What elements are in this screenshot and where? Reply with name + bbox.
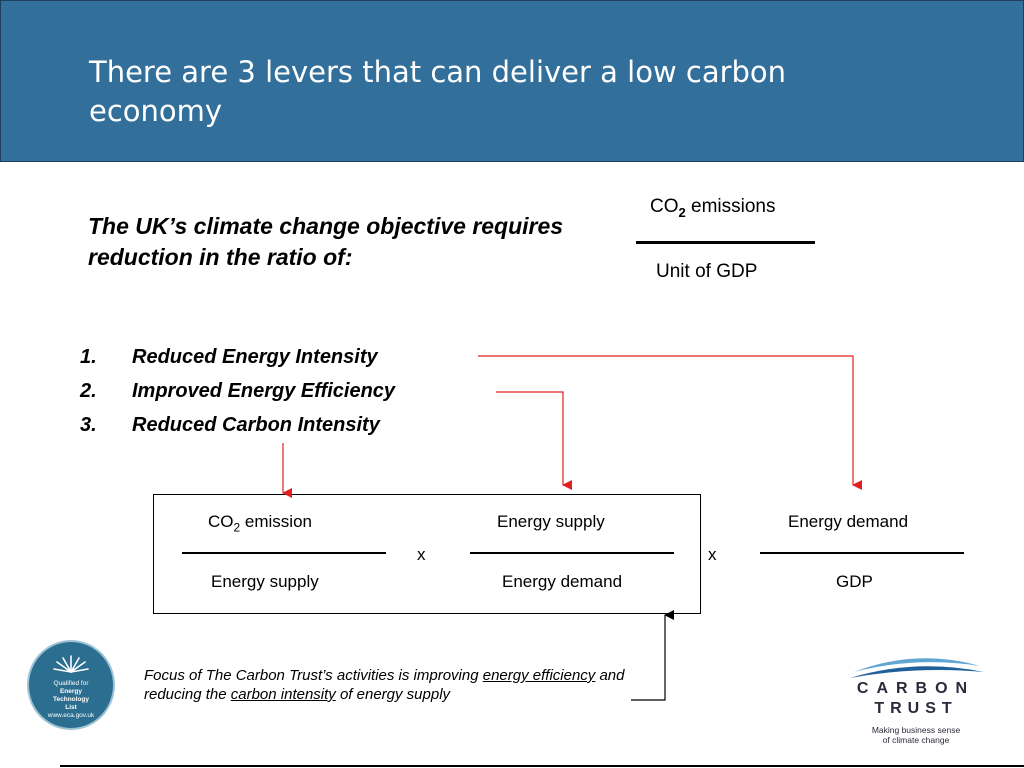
equation-box (153, 494, 701, 614)
fraction3-line (760, 552, 964, 554)
focus-underline-carbon-intensity: carbon intensity (230, 686, 336, 703)
footer-rule (60, 765, 1024, 767)
fraction1-numerator-suffix: emission (240, 512, 312, 531)
logo-tagline-line: of climate change (882, 735, 950, 745)
badge-line: www.eca.gov.uk (47, 712, 95, 719)
lever-label: Reduced Energy Intensity (132, 346, 378, 368)
objective-text: The UK’s climate change objective requir… (88, 213, 564, 270)
lever-number: 1. (80, 346, 97, 368)
ratio-numerator-suffix: emissions (685, 196, 776, 217)
focus-text-part1: Focus of The Carbon Trust’s activities i… (144, 667, 483, 684)
logo-word-trust: TRUST (874, 700, 958, 717)
logo-tagline-line: Making business sense (871, 725, 961, 735)
logo-word-carbon: CARBON (856, 680, 976, 697)
energy-technology-list-badge: Qualified for Energy Technology List www… (27, 640, 115, 730)
focus-underline-energy-efficiency: energy efficiency (482, 667, 596, 684)
badge-text: Qualified for Energy Technology List www… (29, 680, 113, 720)
carbon-trust-logo: CARBON TRUST Making business sense of cl… (846, 650, 986, 750)
fraction1-numerator-prefix: CO (208, 512, 234, 531)
arrow-lever1-to-fraction3 (478, 355, 862, 490)
badge-line: Energy (59, 688, 83, 695)
ratio-fraction-line (636, 241, 815, 244)
focus-text-part3: of energy supply (335, 686, 451, 703)
fraction2-denominator: Energy demand (502, 572, 623, 591)
ratio-numerator: CO2 emissions (650, 196, 775, 220)
ratio-numerator-subscript: 2 (678, 204, 686, 220)
arrow-lever2-to-fraction2 (496, 391, 572, 490)
logo-tagline: Making business sense of climate change (846, 725, 986, 745)
sunburst-icon (53, 655, 89, 673)
fraction2-numerator: Energy supply (497, 512, 605, 531)
lever-number: 3. (80, 414, 97, 436)
multiply-sign-1: x (417, 545, 426, 564)
fraction1-numerator: CO2 emission (208, 512, 312, 534)
badge-line: Technology (53, 696, 89, 703)
fraction3-numerator: Energy demand (788, 512, 909, 531)
slide-title: There are 3 levers that can deliver a lo… (89, 55, 787, 128)
focus-text-part2: and reducing the (144, 667, 625, 703)
ratio-numerator-prefix: CO (650, 196, 679, 217)
lever-number: 2. (80, 380, 97, 402)
fraction1-line (182, 552, 386, 554)
badge-line: List (65, 704, 77, 711)
ratio-denominator: Unit of GDP (656, 261, 758, 282)
arrow-focus-to-equation-box (631, 610, 674, 701)
lever-label: Improved Energy Efficiency (132, 380, 396, 402)
fraction3-denominator: GDP (836, 572, 873, 591)
badge-line: Qualified for (53, 680, 89, 687)
focus-note: Focus of The Carbon Trust’s activities i… (144, 666, 649, 704)
fraction1-numerator-subscript: 2 (233, 520, 241, 535)
fraction2-line (470, 552, 674, 554)
fraction1-denominator: Energy supply (211, 572, 319, 591)
multiply-sign-2: x (708, 545, 717, 564)
title-banner: There are 3 levers that can deliver a lo… (0, 0, 1024, 162)
lever-label: Reduced Carbon Intensity (132, 414, 380, 436)
swoosh-icon (850, 658, 984, 678)
